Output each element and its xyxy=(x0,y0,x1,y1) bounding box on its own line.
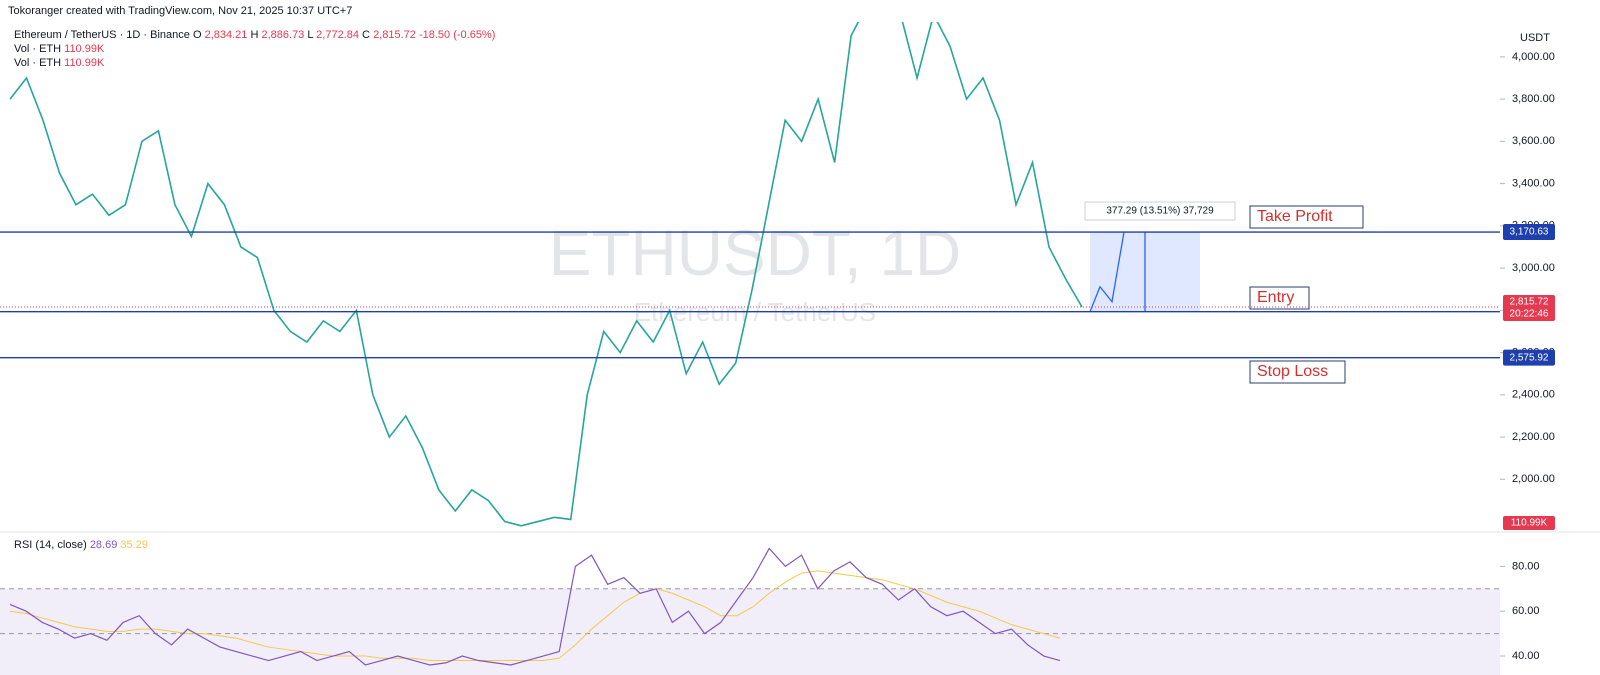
level-price: 3,170.63 xyxy=(1510,227,1549,238)
volume-name: Vol · ETH xyxy=(14,43,61,55)
y-tick-label: 3,400.00 xyxy=(1512,177,1555,189)
y-tick-label: 3,000.00 xyxy=(1512,262,1555,274)
rsi-ma-line xyxy=(9,570,1061,662)
legend-item: C xyxy=(362,29,370,41)
current-price: 2,815.72 xyxy=(1510,297,1549,308)
volume-legend: Vol · ETH 110.99K xyxy=(14,57,105,69)
volume-legend: Vol · ETH 110.99K xyxy=(14,43,105,55)
rsi-tick-label: 80.00 xyxy=(1512,560,1540,572)
legend-item: L xyxy=(307,29,313,41)
price-line xyxy=(9,22,1083,527)
price-axis xyxy=(1500,0,1600,675)
y-tick-label: 4,000.00 xyxy=(1512,51,1555,63)
y-tick-label: 3,800.00 xyxy=(1512,93,1555,105)
legend-item: -18.50 (-0.65%) xyxy=(419,29,495,41)
y-tick-label: 3,600.00 xyxy=(1512,135,1555,147)
projection-arrow xyxy=(1089,231,1125,312)
rsi-band xyxy=(0,588,1500,675)
measure-box xyxy=(1084,201,1236,221)
volume-value: 110.99K xyxy=(64,57,105,69)
legend-item: 2,772.84 xyxy=(316,29,359,41)
y-tick-label: 2,400.00 xyxy=(1512,389,1555,401)
level-label: Stop Loss xyxy=(1257,363,1328,380)
legend-item: 2,815.72 xyxy=(373,29,416,41)
rsi-legend-item: 28.69 xyxy=(90,539,118,551)
legend-item: H xyxy=(250,29,258,41)
level-label-box xyxy=(1249,205,1364,229)
currency: USDT xyxy=(1520,32,1550,44)
rsi-line xyxy=(9,547,1061,666)
level-label: Entry xyxy=(1257,289,1294,306)
legend-item: Ethereum / TetherUS · 1D · Binance xyxy=(14,29,190,41)
legend-item: 2,886.73 xyxy=(261,29,304,41)
rsi-legend-item: 35.29 xyxy=(120,539,148,551)
y-tick-label: 2,200.00 xyxy=(1512,431,1555,443)
volume-name: Vol · ETH xyxy=(14,57,61,69)
level-label-box xyxy=(1249,360,1346,384)
rsi-tick-label: 60.00 xyxy=(1512,605,1540,617)
level-tag xyxy=(1503,224,1555,241)
volume-value: 110.99K xyxy=(64,43,105,55)
rsi-legend: RSI (14, close) 28.69 35.29 xyxy=(14,539,148,551)
volume-tag-label: 110.99K xyxy=(1511,518,1548,529)
legend: Ethereum / TetherUS · 1D · Binance O 2,8… xyxy=(14,29,495,41)
rsi-tick-label: 40.00 xyxy=(1512,650,1540,662)
attribution: Tokoranger created with TradingView.com,… xyxy=(8,5,352,17)
volume-tag xyxy=(1503,516,1555,530)
y-tick-label: 2,000.00 xyxy=(1512,473,1555,485)
legend-item: O xyxy=(193,29,202,41)
level-tag xyxy=(1503,349,1555,366)
level-price: 2,575.92 xyxy=(1510,352,1549,363)
measure-label: 377.29 (13.51%) 37,729 xyxy=(1106,206,1214,217)
current-price-tag xyxy=(1503,295,1555,322)
legend-item: 2,834.21 xyxy=(205,29,248,41)
countdown: 20:22:46 xyxy=(1510,309,1549,320)
rsi-legend-item: RSI (14, close) xyxy=(14,539,87,551)
price-series xyxy=(9,22,1083,527)
level-label-box xyxy=(1249,286,1310,310)
rsi-pane xyxy=(0,547,1500,675)
level-label: Take Profit xyxy=(1257,208,1333,225)
